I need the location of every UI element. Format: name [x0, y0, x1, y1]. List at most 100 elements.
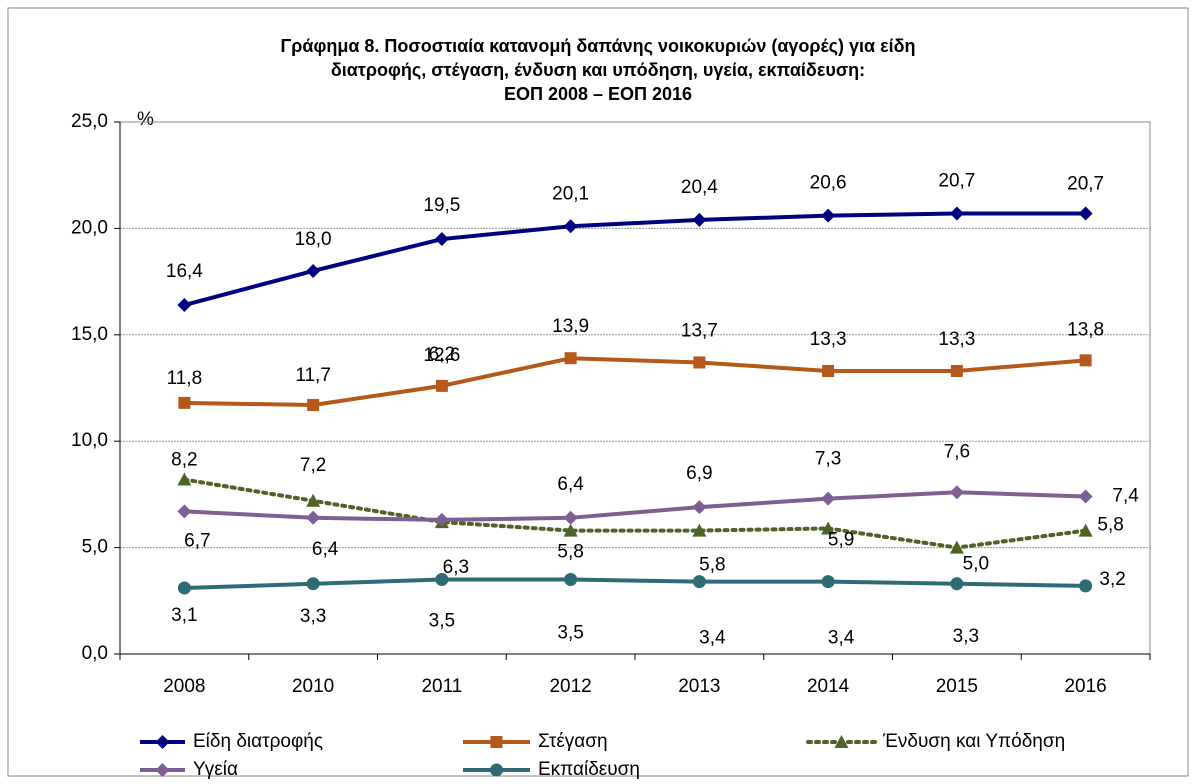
data-label: 7,6 — [944, 441, 970, 462]
marker — [434, 232, 449, 247]
data-label: 3,1 — [171, 605, 197, 626]
data-label: 13,7 — [681, 320, 718, 341]
chart-title: ΕΟΠ 2008 – ΕΟΠ 2016 — [504, 84, 692, 104]
data-label: 5,8 — [1097, 515, 1123, 536]
marker — [693, 356, 706, 369]
marker — [155, 735, 170, 749]
legend-label: Στέγαση — [538, 731, 608, 752]
legend-label: Εκπαίδευση — [538, 759, 640, 780]
marker — [434, 512, 449, 527]
data-label: 6,4 — [557, 474, 584, 495]
data-label: 5,8 — [557, 542, 583, 563]
data-label: 6,4 — [312, 539, 339, 560]
marker — [306, 510, 321, 525]
marker — [435, 573, 449, 587]
marker — [563, 219, 578, 234]
marker — [949, 540, 964, 554]
data-label: 6,9 — [686, 463, 712, 484]
marker — [822, 364, 835, 377]
chart-title: Γράφημα 8. Ποσοστιαία κατανομή δαπάνης ν… — [280, 36, 915, 56]
data-label: 18,0 — [295, 229, 332, 250]
marker — [1079, 354, 1092, 367]
data-label: 5,9 — [828, 529, 854, 550]
series-line — [184, 490, 1086, 522]
data-label: 13,3 — [938, 329, 975, 350]
data-label: 6,2 — [429, 344, 455, 365]
series-line — [182, 477, 1088, 550]
marker — [692, 523, 707, 537]
data-label: 19,5 — [423, 195, 460, 216]
data-label: 13,3 — [810, 329, 847, 350]
marker — [692, 212, 707, 227]
marker — [950, 364, 963, 377]
x-tick-label: 2014 — [807, 676, 850, 697]
data-label: 12,6 — [423, 345, 460, 366]
data-label: 3,5 — [429, 611, 455, 632]
marker — [563, 510, 578, 525]
marker — [1078, 489, 1093, 504]
data-label: 16,4 — [166, 261, 203, 282]
data-label: 13,8 — [1067, 319, 1104, 340]
y-tick-label: 0,0 — [82, 643, 108, 664]
data-label: 5,8 — [699, 555, 725, 576]
marker — [155, 763, 170, 777]
data-label: 3,4 — [699, 628, 726, 649]
legend-label: Ένδυση και Υπόδηση — [882, 731, 1065, 752]
x-tick-label: 2013 — [678, 676, 720, 697]
x-tick-label: 2016 — [1064, 676, 1106, 697]
marker — [692, 500, 707, 515]
y-tick-label: 5,0 — [82, 537, 108, 558]
marker — [821, 208, 836, 223]
data-label: 7,3 — [815, 449, 841, 470]
marker — [834, 735, 849, 748]
marker — [307, 399, 320, 412]
y-tick-label: 20,0 — [71, 217, 108, 238]
data-label: 20,6 — [810, 173, 847, 194]
marker — [306, 493, 321, 507]
data-label: 20,1 — [552, 183, 589, 204]
marker — [821, 575, 835, 589]
chart-frame — [7, 7, 1189, 777]
x-tick-label: 2008 — [163, 676, 205, 697]
data-label: 8,2 — [171, 450, 197, 471]
marker — [563, 523, 578, 537]
data-label: 7,2 — [300, 455, 326, 476]
x-tick-label: 2011 — [421, 676, 462, 697]
legend-label: Υγεία — [193, 759, 238, 780]
chart-title: διατροφής, στέγαση, ένδυση και υπόδηση, … — [331, 60, 865, 80]
marker — [177, 472, 192, 486]
marker — [177, 581, 191, 595]
y-axis-label: % — [137, 109, 154, 130]
marker — [177, 298, 192, 313]
marker — [949, 206, 964, 221]
marker — [950, 577, 964, 591]
marker — [178, 396, 191, 409]
series-line — [184, 577, 1086, 591]
y-tick-label: 25,0 — [71, 111, 108, 132]
marker — [490, 736, 503, 748]
marker — [1079, 579, 1093, 593]
data-label: 20,7 — [1067, 174, 1104, 195]
data-label: 20,7 — [938, 171, 975, 192]
data-label: 3,2 — [1099, 569, 1125, 590]
marker — [490, 763, 503, 777]
series-line — [183, 211, 1086, 307]
data-label: 5,0 — [963, 554, 989, 575]
marker — [564, 573, 578, 587]
data-label: 7,4 — [1112, 486, 1139, 507]
data-label: 20,4 — [681, 177, 718, 198]
marker — [692, 575, 706, 589]
data-label: 6,3 — [443, 557, 469, 578]
marker — [306, 577, 320, 591]
data-label: 3,3 — [300, 606, 326, 627]
data-label: 11,7 — [295, 365, 331, 386]
marker — [821, 491, 836, 506]
data-label: 3,3 — [953, 626, 979, 647]
data-label: 3,4 — [828, 628, 855, 649]
x-tick-label: 2012 — [549, 676, 591, 697]
y-tick-label: 10,0 — [71, 430, 108, 451]
data-label: 3,5 — [557, 623, 583, 644]
data-label: 11,8 — [167, 368, 203, 389]
marker — [1078, 523, 1093, 537]
